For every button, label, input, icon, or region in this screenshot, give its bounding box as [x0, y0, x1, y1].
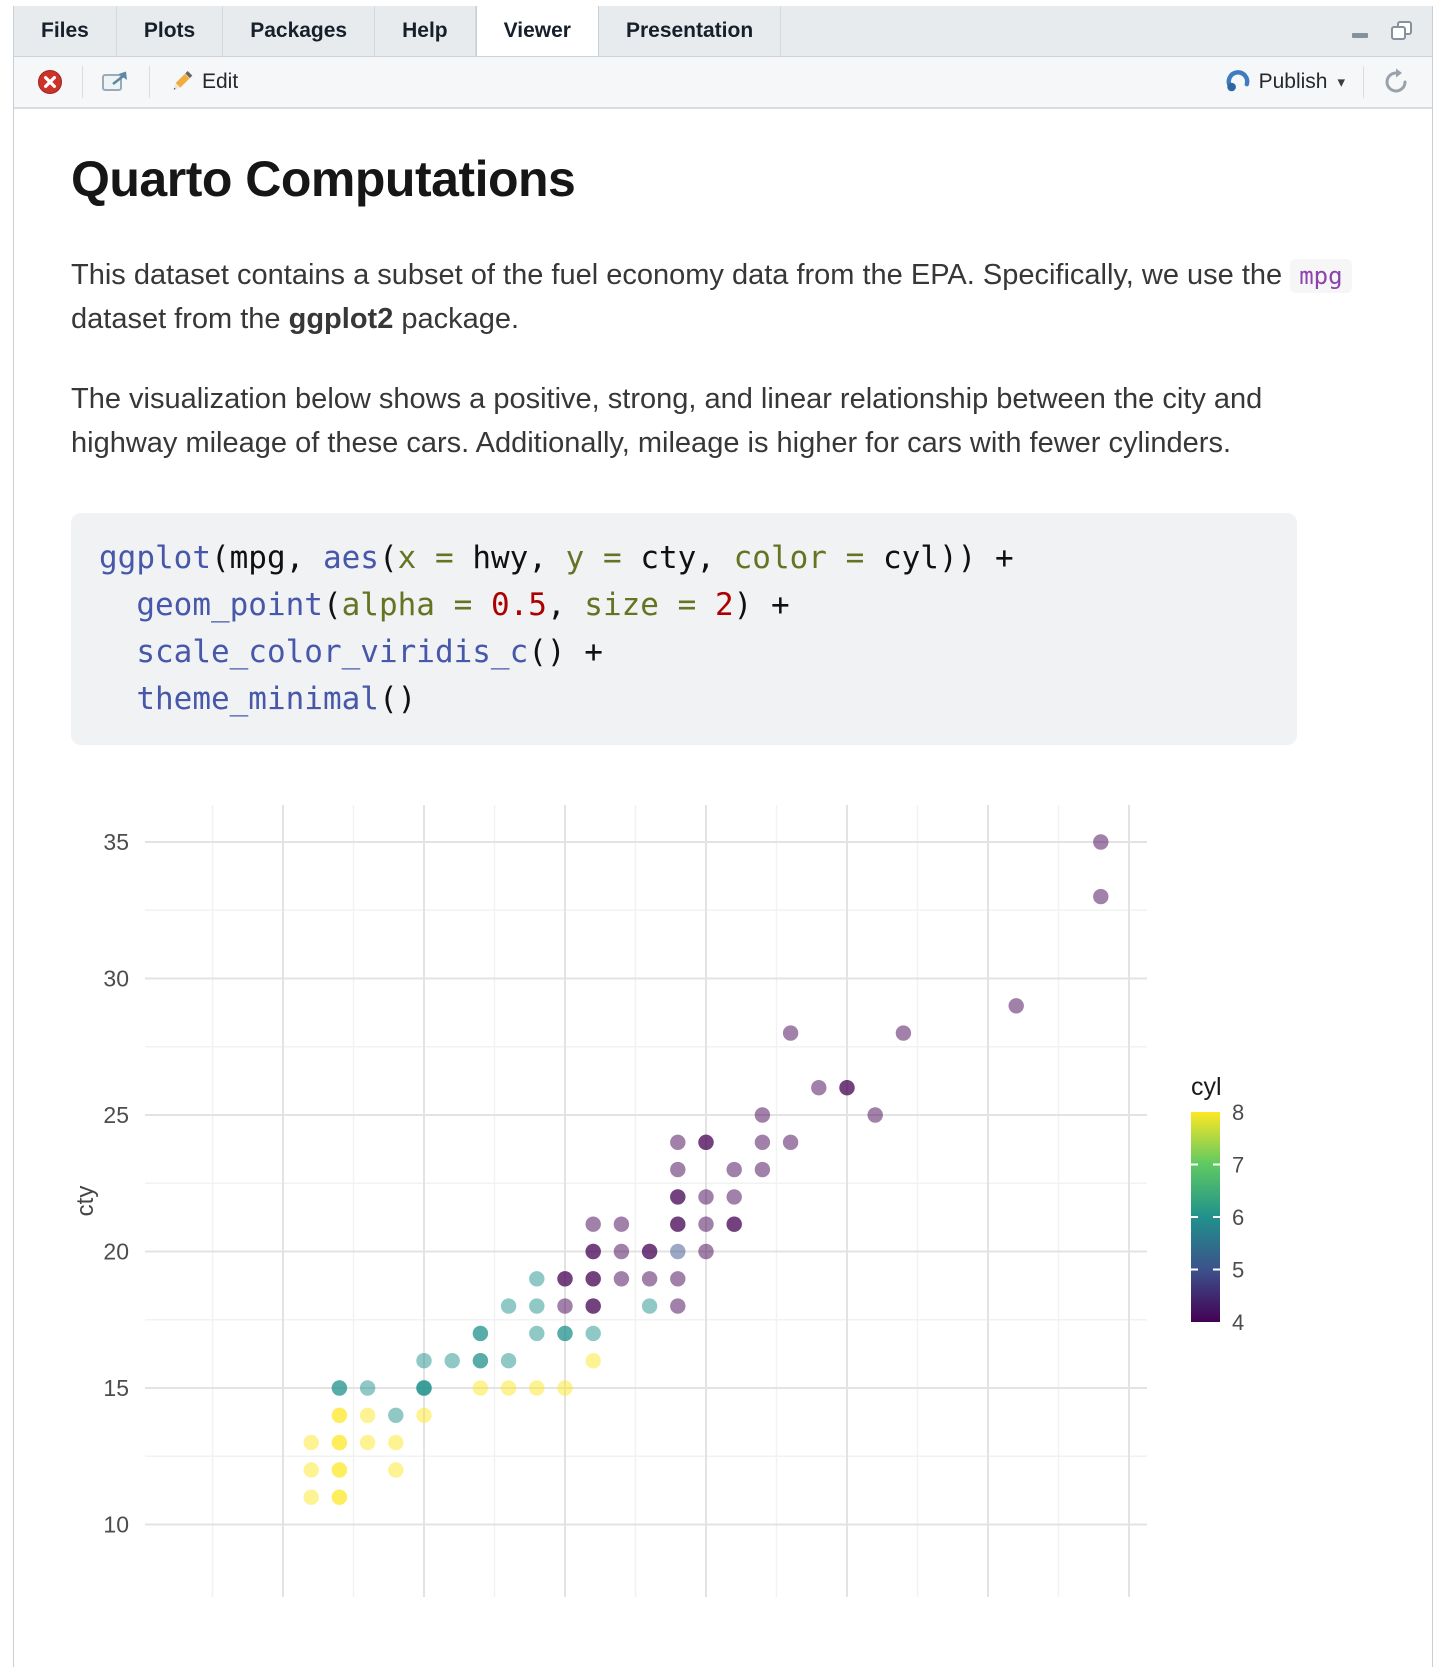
svg-text:35: 35: [103, 829, 129, 855]
code-line: scale_color_viridis_c() +: [136, 633, 603, 670]
popout-icon: [102, 71, 127, 91]
svg-text:30: 30: [103, 965, 129, 991]
viewer-toolbar: Edit Publish ▾: [14, 57, 1432, 109]
window-controls: [1346, 6, 1416, 56]
toolbar-separator: [1363, 66, 1364, 98]
svg-text:15: 15: [103, 1375, 129, 1401]
tab-files[interactable]: Files: [14, 6, 117, 56]
svg-text:cyl: cyl: [1191, 1073, 1222, 1101]
svg-text:7: 7: [1232, 1152, 1244, 1177]
tab-plots[interactable]: Plots: [117, 6, 224, 56]
inline-code-mpg: mpg: [1290, 258, 1352, 293]
refresh-button[interactable]: [1376, 64, 1416, 100]
quarto-document: Quarto Computations This dataset contain…: [14, 109, 1432, 1597]
scatter-plot-figure: 10 15 20 25 30 35 cty cyl 8 7 6 5 4: [71, 797, 1375, 1597]
minimize-pane-icon[interactable]: [1346, 18, 1374, 44]
maximize-pane-icon[interactable]: [1388, 18, 1416, 44]
stop-icon: [38, 70, 62, 94]
paragraph-1-bold-ggplot2: ggplot2: [288, 302, 394, 335]
scatter-plot-svg: 10 15 20 25 30 35 cty cyl 8 7 6 5 4: [72, 804, 1244, 1597]
paragraph-1-text: dataset from the: [71, 302, 289, 335]
stop-button[interactable]: [30, 64, 70, 100]
open-in-new-window-button[interactable]: [95, 65, 137, 99]
paragraph-1: This dataset contains a subset of the fu…: [71, 253, 1361, 341]
toolbar-separator: [82, 66, 83, 98]
pane-tab-bar: Files Plots Packages Help Viewer Presentation: [14, 6, 1432, 57]
edit-pencil-icon: [173, 71, 193, 90]
rstudio-viewer-pane: Files Plots Packages Help Viewer Presentation: [13, 6, 1433, 1667]
viewer-content: Quarto Computations This dataset contain…: [14, 109, 1432, 1597]
svg-text:4: 4: [1232, 1310, 1244, 1335]
publish-caret-icon: ▾: [1337, 74, 1345, 91]
svg-text:10: 10: [103, 1511, 129, 1537]
tab-presentation[interactable]: Presentation: [599, 6, 782, 56]
tab-help[interactable]: Help: [375, 6, 476, 56]
svg-text:cty: cty: [72, 1185, 99, 1216]
svg-text:5: 5: [1232, 1257, 1244, 1282]
refresh-icon: [1385, 68, 1407, 93]
page-title: Quarto Computations: [71, 151, 576, 207]
publish-icon: [1226, 70, 1249, 92]
tab-packages[interactable]: Packages: [223, 6, 376, 56]
svg-text:6: 6: [1232, 1205, 1244, 1230]
edit-button-label: Edit: [202, 70, 239, 93]
toolbar-separator: [149, 66, 150, 98]
code-line: theme_minimal(): [136, 680, 417, 717]
edit-button[interactable]: Edit: [162, 65, 244, 99]
paragraph-1-text: This dataset contains a subset of the fu…: [71, 258, 1291, 291]
publish-button-label: Publish: [1258, 70, 1328, 93]
tabs: Files Plots Packages Help Viewer Presentation: [14, 6, 782, 56]
code-line: ggplot(mpg, aes(x = hwy, y = cty, color …: [99, 539, 1014, 576]
svg-text:8: 8: [1232, 1100, 1244, 1125]
tab-viewer[interactable]: Viewer: [475, 6, 599, 56]
svg-text:25: 25: [103, 1102, 129, 1128]
code-block: ggplot(mpg, aes(x = hwy, y = cty, color …: [71, 512, 1297, 745]
paragraph-2: The visualization below shows a positive…: [71, 382, 1263, 459]
svg-text:20: 20: [103, 1238, 129, 1264]
paragraph-1-text: package.: [393, 302, 520, 335]
publish-button[interactable]: Publish ▾: [1219, 65, 1351, 99]
code-line: geom_point(alpha = 0.5, size = 2) +: [136, 586, 790, 623]
